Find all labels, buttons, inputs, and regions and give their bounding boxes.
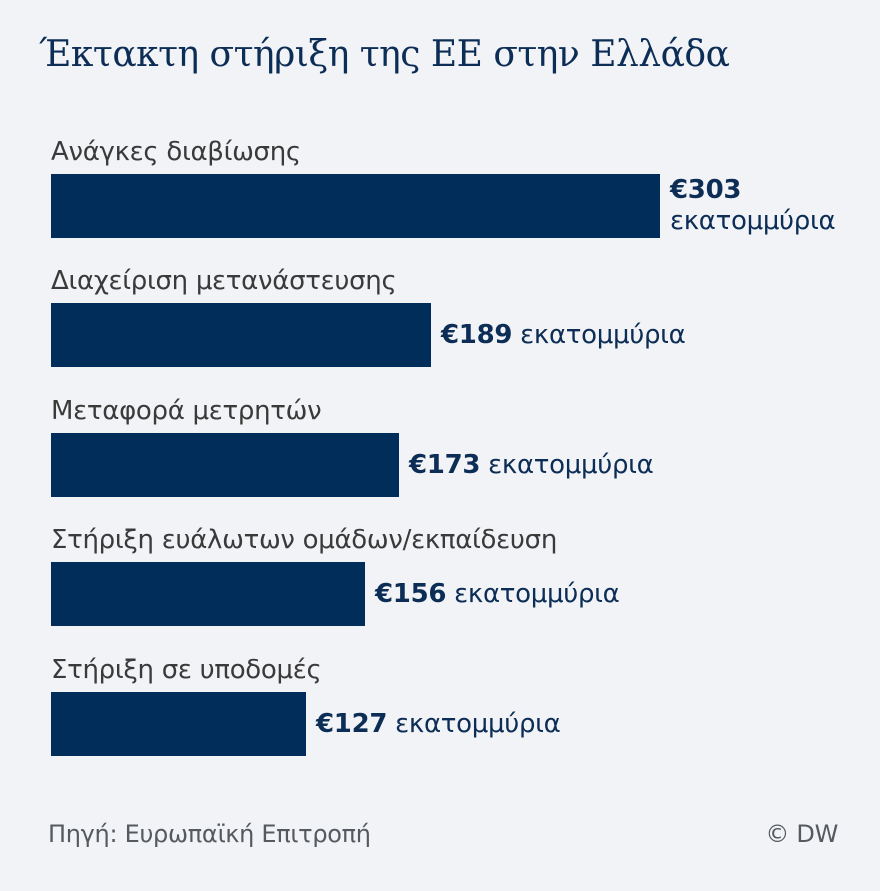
bar xyxy=(51,692,306,756)
value-label: €156 εκατομμύρια xyxy=(375,562,620,626)
value-label: €127 εκατομμύρια xyxy=(316,692,561,756)
bar xyxy=(51,433,399,497)
value-amount: €127 xyxy=(316,709,388,739)
chart-title: Έκτακτη στήριξη της ΕΕ στην Ελλάδα xyxy=(39,34,730,75)
value-unit: εκατομμύρια xyxy=(454,579,620,609)
category-label: Μεταφορά μετρητών xyxy=(51,396,322,426)
bar xyxy=(51,562,365,626)
category-label: Ανάγκες διαβίωσης xyxy=(51,137,301,167)
value-label: €189 εκατομμύρια xyxy=(441,303,686,367)
value-label: €303 εκατομμύρια xyxy=(670,174,836,238)
category-label: Διαχείριση μετανάστευσης xyxy=(51,266,397,296)
value-unit: εκατομμύρια xyxy=(520,320,686,350)
value-unit: εκατομμύρια xyxy=(395,709,561,739)
value-unit: εκατομμύρια xyxy=(670,206,836,236)
bar xyxy=(51,303,431,367)
value-label: €173 εκατομμύρια xyxy=(409,433,654,497)
value-amount: €303 xyxy=(670,175,742,205)
value-amount: €189 xyxy=(441,320,513,350)
bar xyxy=(51,174,660,238)
source-note: Πηγή: Ευρωπαϊκή Επιτροπή xyxy=(48,820,371,848)
value-amount: €156 xyxy=(375,579,447,609)
value-unit: εκατομμύρια xyxy=(488,450,654,480)
category-label: Στήριξη ευάλωτων ομάδων/εκπαίδευση xyxy=(51,525,557,555)
copyright-credit: © DW xyxy=(765,820,838,848)
value-amount: €173 xyxy=(409,450,481,480)
category-label: Στήριξη σε υποδομές xyxy=(51,655,322,685)
